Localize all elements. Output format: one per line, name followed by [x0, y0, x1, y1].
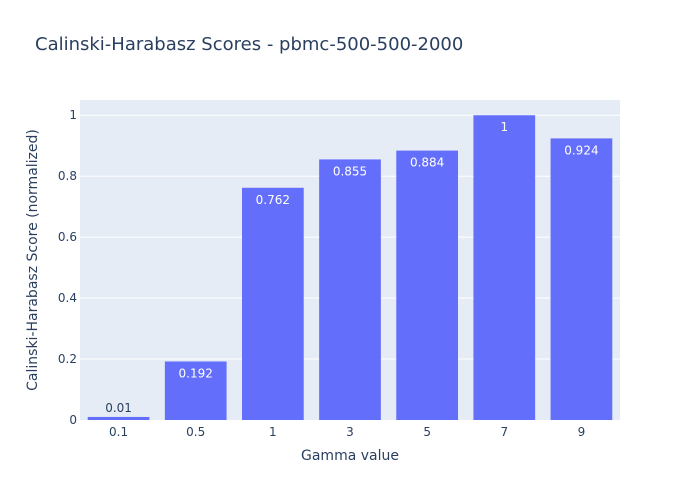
y-tick-label: 0 — [69, 413, 77, 427]
bar — [396, 150, 458, 421]
x-tick-label: 3 — [346, 425, 354, 439]
x-tick-label: 0.1 — [109, 425, 128, 439]
x-axis-ticks: 0.1 0.5 1 3 5 7 9 — [109, 425, 585, 439]
bar-value-label: 0.192 — [179, 366, 213, 380]
bar — [164, 361, 227, 420]
y-tick-label: 0.8 — [58, 169, 77, 183]
bar-value-label: 0.01 — [105, 401, 132, 415]
bar — [473, 115, 536, 420]
bar-value-labels: 0.01 0.192 0.762 0.855 0.884 1 0.924 — [105, 120, 598, 415]
bars — [87, 115, 613, 421]
x-tick-label: 0.5 — [186, 425, 205, 439]
chart-title: Calinski-Harabasz Scores - pbmc-500-500-… — [35, 34, 463, 55]
x-tick-label: 7 — [500, 425, 508, 439]
bar-value-label: 0.924 — [564, 143, 598, 157]
y-tick-label: 0.2 — [58, 352, 77, 366]
y-tick-label: 1 — [69, 108, 77, 122]
bar — [87, 416, 150, 420]
x-tick-label: 1 — [269, 425, 277, 439]
x-axis-title: Gamma value — [301, 448, 399, 464]
x-tick-label: 5 — [423, 425, 431, 439]
bar-value-label: 1 — [500, 120, 508, 134]
bar-value-label: 0.855 — [333, 164, 367, 178]
x-tick-label: 9 — [578, 425, 586, 439]
bar-value-label: 0.884 — [410, 156, 444, 170]
y-tick-label: 0.6 — [58, 230, 77, 244]
y-tick-label: 0.4 — [58, 291, 77, 305]
y-axis-ticks: 0 0.2 0.4 0.6 0.8 1 — [58, 108, 77, 427]
y-axis-title: Calinski-Harabasz Score (normalized) — [25, 129, 41, 391]
bar — [319, 159, 381, 420]
bar-value-label: 0.762 — [256, 193, 290, 207]
bar — [242, 187, 304, 420]
bar — [550, 138, 613, 420]
